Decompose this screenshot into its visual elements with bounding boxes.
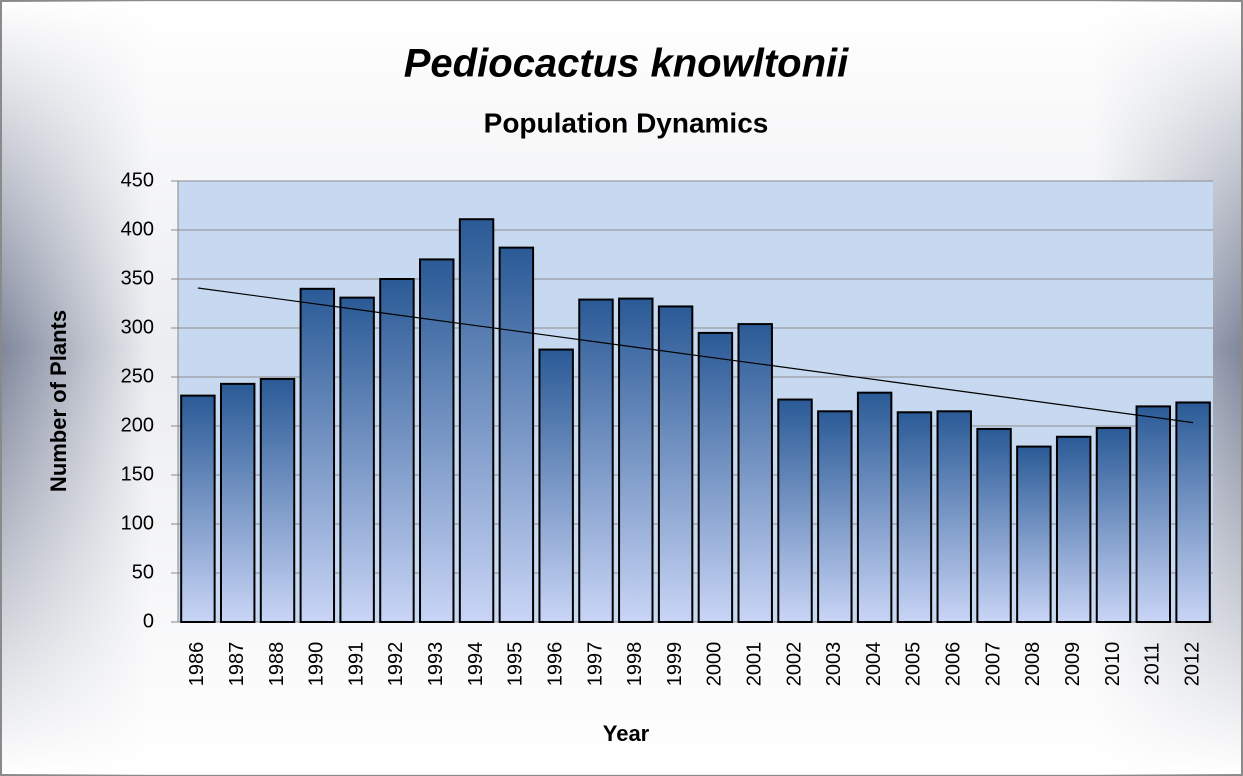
x-tick-label: 2002 [783, 642, 805, 687]
y-tick-label: 100 [121, 512, 154, 534]
bar [618, 297, 654, 623]
bar [657, 305, 694, 623]
bar [1016, 445, 1052, 623]
x-tick-label: 1992 [385, 642, 407, 687]
bar [1175, 401, 1211, 624]
y-tick-label: 450 [121, 169, 154, 191]
bar [219, 382, 256, 623]
x-tick-label: 2008 [1022, 642, 1044, 687]
x-tick-label: 1986 [186, 642, 208, 687]
x-tick-label: 1995 [505, 642, 527, 687]
y-tick-label: 250 [121, 365, 154, 387]
bar [498, 246, 535, 623]
bar [379, 278, 415, 623]
x-tick-label: 1990 [306, 642, 328, 687]
chart-subtitle: Population Dynamics [484, 107, 769, 138]
bar [259, 377, 296, 623]
y-tick-label: 0 [143, 610, 154, 632]
chart-title: Pediocactus knowltonii [404, 42, 849, 86]
x-tick-label: 1998 [624, 642, 646, 687]
x-tick-label: 1996 [544, 642, 566, 687]
bar [538, 348, 574, 623]
x-tick-label: 2000 [704, 642, 726, 687]
x-tick-label: 2011 [1142, 642, 1164, 685]
y-axis-label: Number of Plants [46, 310, 71, 492]
x-tick-label: 2004 [863, 642, 885, 687]
bar [458, 218, 495, 623]
x-tick-label: 2006 [943, 642, 965, 687]
bar [1095, 426, 1132, 623]
y-tick-label: 200 [121, 414, 154, 436]
y-tick-label: 150 [121, 463, 154, 485]
x-tick-label: 1991 [345, 642, 367, 687]
x-tick-label: 2007 [982, 642, 1004, 687]
x-tick-label: 1997 [584, 642, 606, 687]
x-tick-label: 2009 [1062, 642, 1084, 687]
x-tick-label: 1999 [664, 642, 686, 687]
bar [1135, 405, 1172, 623]
x-tick-label: 2010 [1102, 642, 1124, 687]
bar [856, 391, 893, 623]
trend-line [197, 287, 1194, 424]
x-tick-label: 2003 [823, 642, 845, 687]
y-tick-label: 400 [121, 218, 154, 240]
x-tick-label: 1987 [226, 642, 248, 687]
bar [936, 410, 972, 623]
bar [697, 331, 734, 623]
y-tick-label: 50 [132, 561, 154, 583]
bar [339, 296, 375, 623]
x-tick-label: 1994 [465, 642, 487, 687]
bar [299, 287, 336, 623]
x-tick-label: 1993 [425, 642, 447, 687]
x-tick-label: 1988 [266, 642, 288, 687]
y-tick-label: 350 [121, 267, 154, 289]
bar [777, 398, 813, 624]
x-axis-label: Year [603, 721, 650, 746]
y-tick-label: 300 [121, 316, 154, 338]
bar [1055, 435, 1092, 623]
bar [737, 323, 773, 623]
bar [817, 410, 853, 623]
x-tick-label: 2001 [743, 642, 765, 687]
bar [180, 394, 216, 623]
bar [419, 258, 455, 623]
bar [578, 298, 614, 623]
x-tick-label: 2012 [1181, 642, 1203, 687]
bar [896, 411, 933, 623]
bar [976, 427, 1012, 623]
x-tick-label: 2005 [903, 642, 925, 687]
